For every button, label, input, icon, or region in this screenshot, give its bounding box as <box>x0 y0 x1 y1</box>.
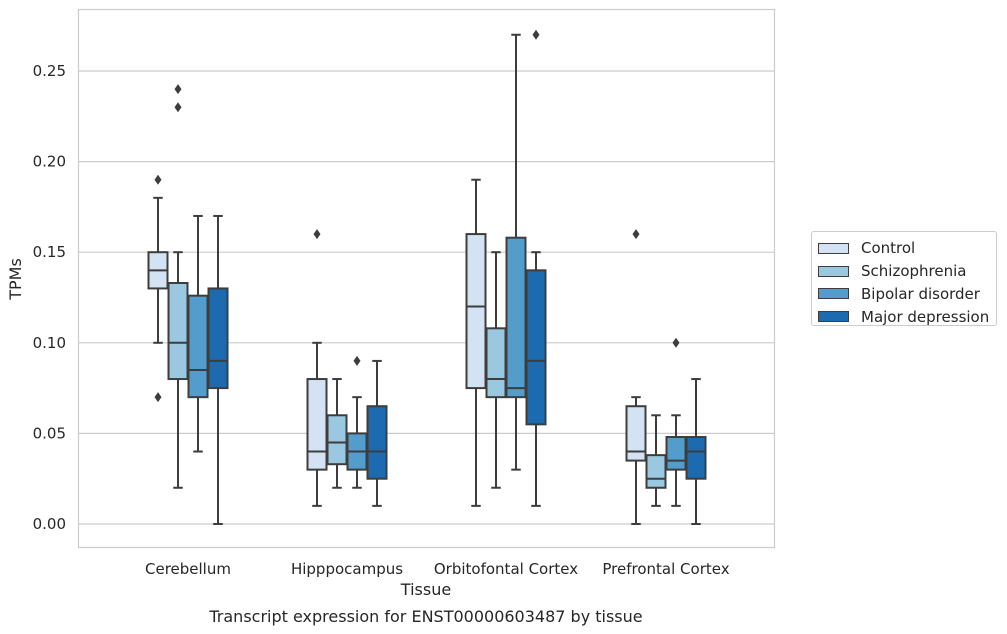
series-bipolar-disorder <box>187 33 687 507</box>
box-series <box>147 29 707 525</box>
y-tick-label: 0.10 <box>33 334 66 352</box>
iqr-box <box>366 405 388 480</box>
iqr-box <box>645 454 667 489</box>
y-axis-label: TPMs <box>6 258 25 301</box>
box <box>346 355 368 489</box>
iqr-box <box>525 269 547 426</box>
legend-label: Control <box>861 239 916 258</box>
box <box>485 251 507 489</box>
legend-swatch <box>818 242 849 254</box>
iqr-box <box>465 233 487 390</box>
box <box>625 229 647 525</box>
plot-area-frame <box>77 8 776 549</box>
iqr-box <box>665 436 687 471</box>
iqr-box <box>207 287 229 390</box>
outlier-point <box>154 174 162 185</box>
legend-item: Bipolar disorder <box>818 283 996 306</box>
x-tick-label: Hipppocampus <box>291 560 403 578</box>
box <box>187 214 209 453</box>
y-tick-label: 0.00 <box>33 515 66 533</box>
box <box>366 359 388 507</box>
outlier-point <box>313 229 321 240</box>
box <box>525 29 547 507</box>
legend-label: Major depression <box>861 307 990 326</box>
legend: Control Schizophrenia Bipolar disorder Majo… <box>811 231 997 326</box>
chart-title: Transcript expression for ENST0000060348… <box>208 607 642 626</box>
outlier-point <box>632 229 640 240</box>
series-control <box>147 174 647 525</box>
box <box>505 33 527 471</box>
legend-swatch <box>818 311 849 323</box>
legend-swatch <box>818 265 849 277</box>
y-tick-label: 0.05 <box>33 424 66 442</box>
y-tick-labels: 0.00 0.05 0.10 0.15 0.20 0.25 <box>33 62 66 533</box>
x-tick-label: Orbitofontal Cortex <box>434 560 578 578</box>
box <box>665 337 687 507</box>
outlier-point <box>532 29 540 40</box>
outlier-point <box>353 355 361 366</box>
iqr-box <box>306 378 328 471</box>
iqr-box <box>505 236 527 399</box>
outlier-point <box>672 337 680 348</box>
legend-label: Bipolar disorder <box>861 284 980 303</box>
iqr-box <box>625 405 647 462</box>
box <box>147 174 169 403</box>
iqr-box <box>187 294 209 399</box>
legend-swatch <box>818 288 849 300</box>
series-schizophrenia <box>167 84 667 507</box>
legend-item: Major depression <box>818 305 996 328</box>
outlier-point <box>174 102 182 113</box>
outlier-point <box>154 392 162 403</box>
box <box>465 178 487 507</box>
x-axis-label: Tissue <box>400 580 451 599</box>
y-tick-label: 0.25 <box>33 62 66 80</box>
iqr-box <box>685 436 707 480</box>
iqr-box <box>485 327 507 399</box>
series-major-depression <box>207 29 707 525</box>
box <box>306 229 328 507</box>
legend-item: Control <box>818 237 996 260</box>
legend-label: Schizophrenia <box>861 262 967 281</box>
x-tick-label: Prefrontal Cortex <box>602 560 729 578</box>
iqr-box <box>326 414 348 466</box>
x-tick-labels: Cerebellum Hipppocampus Orbitofontal Corte… <box>145 560 730 578</box>
box <box>207 214 229 525</box>
box <box>167 84 189 489</box>
box <box>645 414 667 507</box>
iqr-box <box>167 282 189 381</box>
x-tick-label: Cerebellum <box>145 560 231 578</box>
box <box>685 378 707 525</box>
y-tick-label: 0.20 <box>33 153 66 171</box>
legend-item: Schizophrenia <box>818 260 996 283</box>
y-tick-label: 0.15 <box>33 243 66 261</box>
box <box>326 378 348 489</box>
outlier-point <box>174 84 182 95</box>
